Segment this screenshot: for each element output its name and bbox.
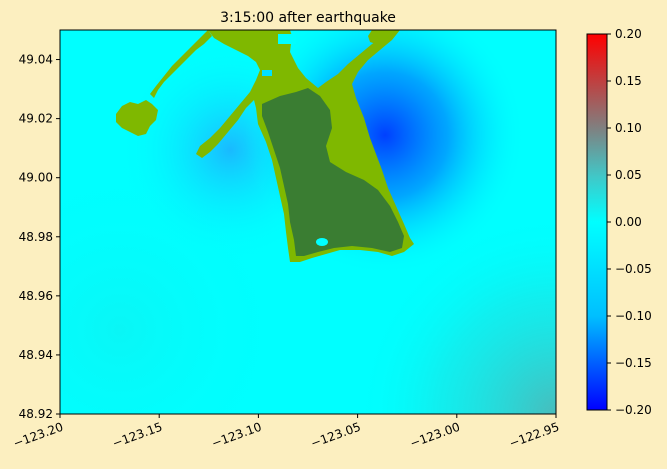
colorbar <box>586 33 608 411</box>
y-tick-label: 48.96 <box>19 289 53 303</box>
x-tick-label: −123.10 <box>210 420 264 451</box>
x-tick-label: −122.95 <box>507 420 561 451</box>
colorbar-tick-label: 0.05 <box>615 168 642 182</box>
colorbar-tick-label: −0.20 <box>615 403 652 417</box>
plot-frame <box>59 29 557 415</box>
y-tick-label: 48.98 <box>19 230 53 244</box>
y-tick-label: 48.92 <box>19 407 53 421</box>
y-tick-label: 49.00 <box>19 171 53 185</box>
colorbar-tick-label: −0.10 <box>615 309 652 323</box>
colorbar-tick-label: 0.20 <box>615 27 642 41</box>
colorbar-tick-label: 0.00 <box>615 215 642 229</box>
lagoon <box>316 238 328 246</box>
water-hole <box>262 70 272 76</box>
heatmap-plot <box>60 30 556 414</box>
water-hole <box>278 34 296 44</box>
land-inundated <box>262 88 404 256</box>
x-axis-ticks: −123.20 −123.15 −123.10 −123.05 −123.00 −122.… <box>11 414 561 451</box>
x-tick-label: −123.05 <box>309 420 363 451</box>
colorbar-ticks: 0.20 0.15 0.10 0.05 0.00 −0.05 −0.10 −0.15 −0.20 <box>607 27 652 417</box>
colorbar-tick-label: −0.15 <box>615 356 652 370</box>
y-tick-label: 48.94 <box>19 348 53 362</box>
land-spit <box>150 30 212 98</box>
chart-title: 3:15:00 after earthquake <box>220 10 396 26</box>
y-tick-label: 49.04 <box>19 53 53 67</box>
colorbar-tick-label: −0.05 <box>615 262 652 276</box>
land-island-west <box>116 100 158 136</box>
x-tick-label: −123.20 <box>11 420 65 451</box>
y-tick-label: 49.02 <box>19 112 53 126</box>
land-island-north <box>368 30 396 44</box>
colorbar-tick-label: 0.10 <box>615 121 642 135</box>
x-tick-label: −123.00 <box>408 420 462 451</box>
y-axis-ticks: 48.92 48.94 48.96 48.98 49.00 49.02 49.04 <box>19 53 60 421</box>
x-tick-label: −123.15 <box>111 420 165 451</box>
colorbar-tick-label: 0.15 <box>615 74 642 88</box>
